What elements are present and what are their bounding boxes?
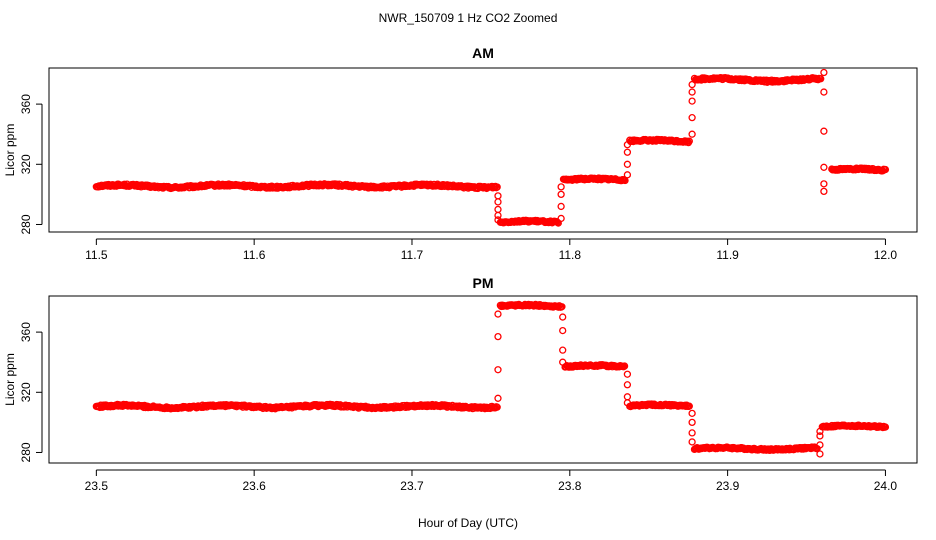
transition-point [623,393,632,401]
data-point [553,218,562,226]
transition-point [494,198,502,206]
am-plot-frame [48,67,918,233]
figure-suptitle: NWR_150709 1 Hz CO2 Zoomed [379,11,558,25]
pm-x-tick-label: 23.5 [85,479,109,493]
transition-point [816,427,824,436]
transition-point [688,438,696,446]
am-title: AM [472,45,494,61]
transition-point [559,326,567,335]
figure-xlabel: Hour of Day (UTC) [418,516,518,530]
am-data-points [92,68,890,227]
transition-point [820,187,828,196]
data-point [881,165,890,174]
pm-x-tick-label: 23.6 [242,479,266,493]
transition-point [820,163,828,171]
transition-point [688,130,696,138]
transition-point [494,394,502,402]
transition-point [623,148,632,156]
transition-point [623,160,632,168]
transition-point [688,97,696,105]
transition-point [688,88,696,96]
data-point [620,362,629,370]
data-point [685,402,693,410]
data-point [493,403,501,411]
am-x-tick-label: 11.8 [559,248,582,262]
data-point [685,137,693,145]
pm-x-tick-label: 24.0 [874,479,898,493]
pm-y-label: Licor ppm [3,353,17,406]
transition-point [557,214,565,223]
am-x-tick-label: 11.7 [401,248,424,262]
pm-data-points [92,300,890,458]
transition-point [494,216,502,224]
transition-point [820,127,828,135]
pm-x-tick-label: 23.7 [400,479,424,493]
transition-point [557,202,565,211]
pm-y-tick-label: 320 [19,382,33,402]
transition-point [494,332,502,341]
am-y-tick-label: 320 [19,154,33,174]
transition-point [494,205,502,214]
am-y-label: Licor ppm [3,124,17,177]
data-point [493,183,501,191]
transition-point [816,432,824,440]
transition-point [820,68,828,77]
transition-point [494,310,502,318]
am-x-tick-label: 12.0 [874,248,898,262]
transition-point [623,141,632,149]
transition-point [688,114,696,122]
am-x-tick-label: 11.6 [243,248,266,262]
transition-point [623,399,632,407]
transition-point [623,381,632,389]
data-point [817,75,825,83]
pm-x-tick-label: 23.8 [558,479,582,493]
transition-point [820,180,828,188]
transition-point [623,370,632,378]
pm-y-tick-label: 360 [19,322,33,342]
transition-point [816,450,824,458]
pm-title: PM [473,275,494,291]
transition-point [494,211,502,220]
transition-point [559,313,567,321]
transition-point [494,366,502,374]
transition-point [559,346,567,354]
am-x-tick-label: 11.5 [85,248,108,262]
pm-plot-frame [48,295,918,464]
transition-point [688,409,696,418]
am-y-tick-label: 360 [19,94,33,114]
pm-y-tick-label: 280 [19,442,33,462]
transition-point [688,418,696,427]
transition-point [494,192,502,200]
transition-point [557,183,565,191]
am-x-tick-label: 11.9 [716,248,739,262]
panel-pm: PM 23.5 23.6 23.7 23.8 23.9 24.0 280 320 360Licor… [3,275,918,493]
am-y-tick-label: 280 [19,214,33,234]
panel-am: AM 11.5 11.6 11.7 11.8 11.9 12.0 280 320 360Licor… [3,45,918,262]
transition-point [623,171,632,179]
transition-point [557,190,565,199]
pm-x-tick-label: 23.9 [716,479,740,493]
transition-point [816,441,824,449]
data-point [558,303,566,311]
transition-point [688,429,696,437]
transition-point [820,88,828,96]
transition-point [688,80,696,89]
transition-point [559,358,567,366]
data-point [881,423,890,431]
